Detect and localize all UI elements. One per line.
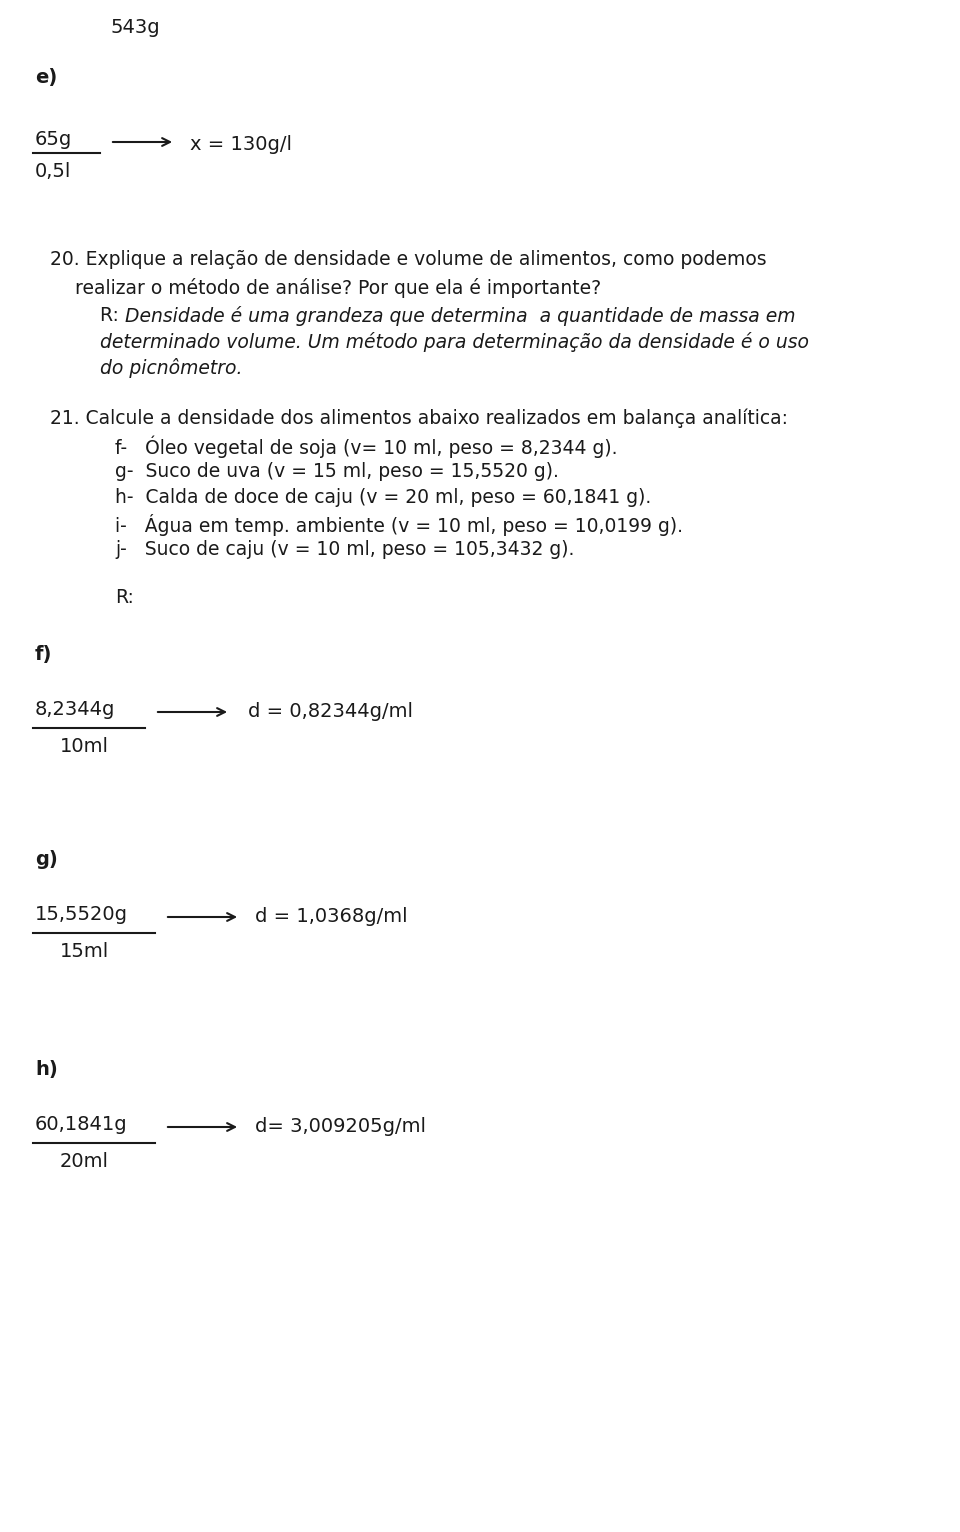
Text: g): g) xyxy=(35,850,58,869)
Text: x = 130g/l: x = 130g/l xyxy=(190,135,292,155)
Text: 15,5520g: 15,5520g xyxy=(35,905,128,924)
Text: 60,1841g: 60,1841g xyxy=(35,1115,128,1134)
Text: f-   Óleo vegetal de soja (v= 10 ml, peso = 8,2344 g).: f- Óleo vegetal de soja (v= 10 ml, peso … xyxy=(115,437,617,458)
Text: 10ml: 10ml xyxy=(60,737,109,755)
Text: R:: R: xyxy=(115,588,133,607)
Text: determinado volume. Um método para determinação da densidade é o uso: determinado volume. Um método para deter… xyxy=(100,332,809,352)
Text: 65g: 65g xyxy=(35,130,72,149)
Text: 21. Calcule a densidade dos alimentos abaixo realizados em balança analítica:: 21. Calcule a densidade dos alimentos ab… xyxy=(50,408,788,427)
Text: d = 1,0368g/ml: d = 1,0368g/ml xyxy=(255,907,408,925)
Text: h): h) xyxy=(35,1060,58,1079)
Text: 20. Explique a relação de densidade e volume de alimentos, como podemos: 20. Explique a relação de densidade e vo… xyxy=(50,250,767,270)
Text: g-  Suco de uva (v = 15 ml, peso = 15,5520 g).: g- Suco de uva (v = 15 ml, peso = 15,552… xyxy=(115,463,559,481)
Text: 20ml: 20ml xyxy=(60,1152,109,1170)
Text: h-  Calda de doce de caju (v = 20 ml, peso = 60,1841 g).: h- Calda de doce de caju (v = 20 ml, pes… xyxy=(115,489,651,507)
Text: Densidade é uma grandeza que determina  a quantidade de massa em: Densidade é uma grandeza que determina a… xyxy=(125,306,796,326)
Text: 0,5l: 0,5l xyxy=(35,162,71,181)
Text: d= 3,009205g/ml: d= 3,009205g/ml xyxy=(255,1117,426,1137)
Text: j-   Suco de caju (v = 10 ml, peso = 105,3432 g).: j- Suco de caju (v = 10 ml, peso = 105,3… xyxy=(115,539,574,559)
Text: R:: R: xyxy=(100,306,125,325)
Text: e): e) xyxy=(35,67,58,87)
Text: 8,2344g: 8,2344g xyxy=(35,700,115,719)
Text: i-   Água em temp. ambiente (v = 10 ml, peso = 10,0199 g).: i- Água em temp. ambiente (v = 10 ml, pe… xyxy=(115,515,683,536)
Text: f): f) xyxy=(35,645,53,663)
Text: do picnômetro.: do picnômetro. xyxy=(100,358,243,378)
Text: d = 0,82344g/ml: d = 0,82344g/ml xyxy=(248,702,413,722)
Text: 15ml: 15ml xyxy=(60,942,109,961)
Text: 543g: 543g xyxy=(110,18,159,37)
Text: realizar o método de análise? Por que ela é importante?: realizar o método de análise? Por que el… xyxy=(75,277,601,299)
